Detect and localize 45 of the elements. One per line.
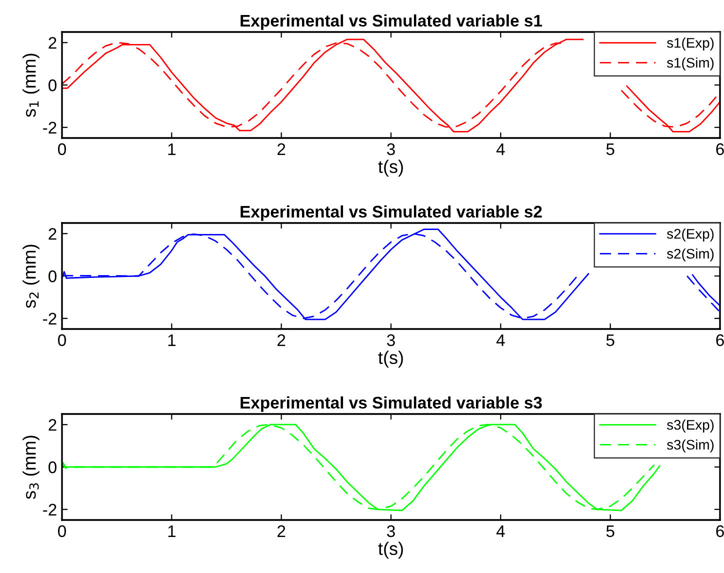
y-tick-label: 2 xyxy=(48,37,56,49)
x-tick-label: 3 xyxy=(387,143,395,156)
x-tick-label: 1 xyxy=(168,143,176,155)
x-tick-label: 5 xyxy=(606,143,614,156)
y-tick-label: -2 xyxy=(43,122,56,134)
x-tick-label: 3 xyxy=(387,525,395,538)
chart-title: Experimental vs Simulated variable s2 xyxy=(240,205,542,221)
legend-label: s3(Exp) xyxy=(666,420,714,433)
x-tick-label: 2 xyxy=(278,525,286,537)
y-tick-label: 0 xyxy=(48,270,56,282)
y-tick-label: -2 xyxy=(43,312,56,324)
legend-label: s2(Exp) xyxy=(666,228,714,242)
legend-label: s3(Sim) xyxy=(666,439,714,452)
y-axis-title: s$_{1}$ (mm) xyxy=(22,54,40,117)
x-tick-label: 4 xyxy=(496,143,505,155)
legend-label: s1(Sim) xyxy=(666,57,714,70)
chart-title: Experimental vs Simulated variable s1 xyxy=(240,14,542,30)
x-tick-label: 6 xyxy=(716,143,724,156)
y-tick-label: 0 xyxy=(48,79,56,92)
x-axis-title: t(s) xyxy=(378,542,403,559)
y-tick-label: 2 xyxy=(48,228,56,240)
y-axis-title: s$_{3}$ (mm) xyxy=(22,436,40,499)
x-tick-label: 4 xyxy=(496,334,505,346)
x-tick-label: 3 xyxy=(387,334,395,346)
x-tick-label: 0 xyxy=(58,334,66,346)
y-tick-label: 0 xyxy=(48,461,56,474)
x-tick-label: 4 xyxy=(496,525,505,537)
x-tick-label: 6 xyxy=(716,334,724,346)
legend-label: s2(Sim) xyxy=(666,248,714,262)
x-axis-title: t(s) xyxy=(378,160,403,177)
x-tick-label: 0 xyxy=(58,143,66,156)
x-axis-title: t(s) xyxy=(378,350,403,368)
x-tick-label: 0 xyxy=(58,525,66,538)
y-tick-label: -2 xyxy=(43,504,56,516)
x-tick-label: 6 xyxy=(716,525,724,538)
x-tick-label: 2 xyxy=(278,143,286,155)
x-tick-label: 2 xyxy=(278,334,286,346)
y-tick-label: 2 xyxy=(48,419,56,431)
legend-label: s1(Exp) xyxy=(666,38,714,51)
x-tick-label: 1 xyxy=(168,334,176,346)
x-tick-label: 5 xyxy=(606,334,614,346)
chart-title: Experimental vs Simulated variable s3 xyxy=(240,396,542,412)
y-axis-title: s$_{2}$ (mm) xyxy=(22,244,40,308)
x-tick-label: 1 xyxy=(168,525,176,537)
x-tick-label: 5 xyxy=(606,525,614,538)
